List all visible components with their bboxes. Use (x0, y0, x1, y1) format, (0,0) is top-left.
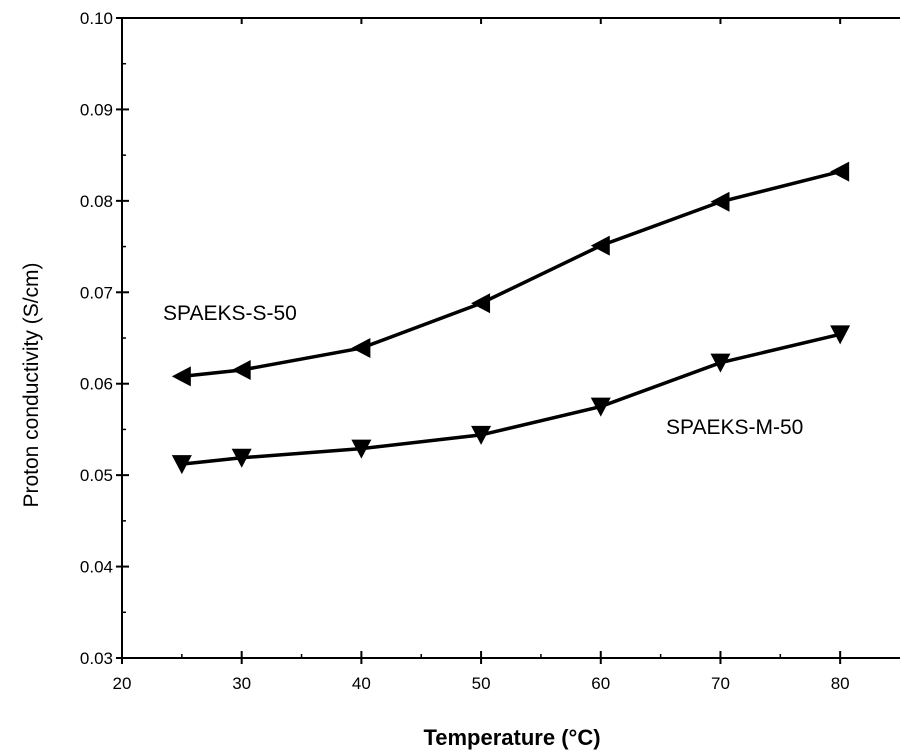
data-point (590, 235, 610, 256)
y-axis: 0.03 0.04 0.05 0.06 0.07 0.08 0.09 0.10 (80, 9, 129, 668)
data-point (351, 338, 371, 359)
series-label-spaeks-s-50: SPAEKS-S-50 (163, 302, 297, 325)
data-point (471, 425, 492, 445)
series-line-spaeks-s-50 (181, 169, 841, 379)
series-line-spaeks-m-50 (181, 332, 841, 466)
x-tick-label: 70 (711, 674, 730, 693)
data-point (171, 455, 192, 475)
x-axis: 20 30 40 50 60 70 80 (113, 18, 850, 693)
x-tick-label: 40 (352, 674, 371, 693)
data-point (171, 366, 191, 387)
y-tick-label: 0.05 (80, 466, 113, 485)
data-point (830, 325, 851, 345)
data-point (590, 397, 611, 417)
plot-frame (121, 17, 900, 659)
y-tick-label: 0.03 (80, 649, 113, 668)
data-point (231, 360, 251, 380)
data-point (710, 353, 731, 373)
y-tick-label: 0.09 (80, 100, 113, 119)
data-point (710, 191, 730, 212)
x-tick-label: 50 (472, 674, 491, 693)
y-tick-label: 0.06 (80, 375, 113, 394)
y-tick-label: 0.08 (80, 192, 113, 211)
x-axis-title: Temperature (°C) (423, 725, 600, 750)
series-label-spaeks-m-50: SPAEKS-M-50 (666, 416, 803, 439)
x-tick-label: 80 (831, 674, 850, 693)
y-axis-title: Proton conductivity (S/cm) (20, 262, 43, 507)
x-tick-label: 20 (113, 674, 132, 693)
data-point (231, 448, 252, 468)
data-point (351, 439, 372, 459)
y-tick-label: 0.10 (80, 9, 113, 28)
y-tick-label: 0.04 (80, 558, 113, 577)
x-tick-label: 30 (232, 674, 251, 693)
series-layer (171, 161, 851, 475)
data-point (471, 293, 491, 314)
y-tick-label: 0.07 (80, 283, 113, 302)
data-point (830, 161, 850, 182)
x-tick-label: 60 (591, 674, 610, 693)
